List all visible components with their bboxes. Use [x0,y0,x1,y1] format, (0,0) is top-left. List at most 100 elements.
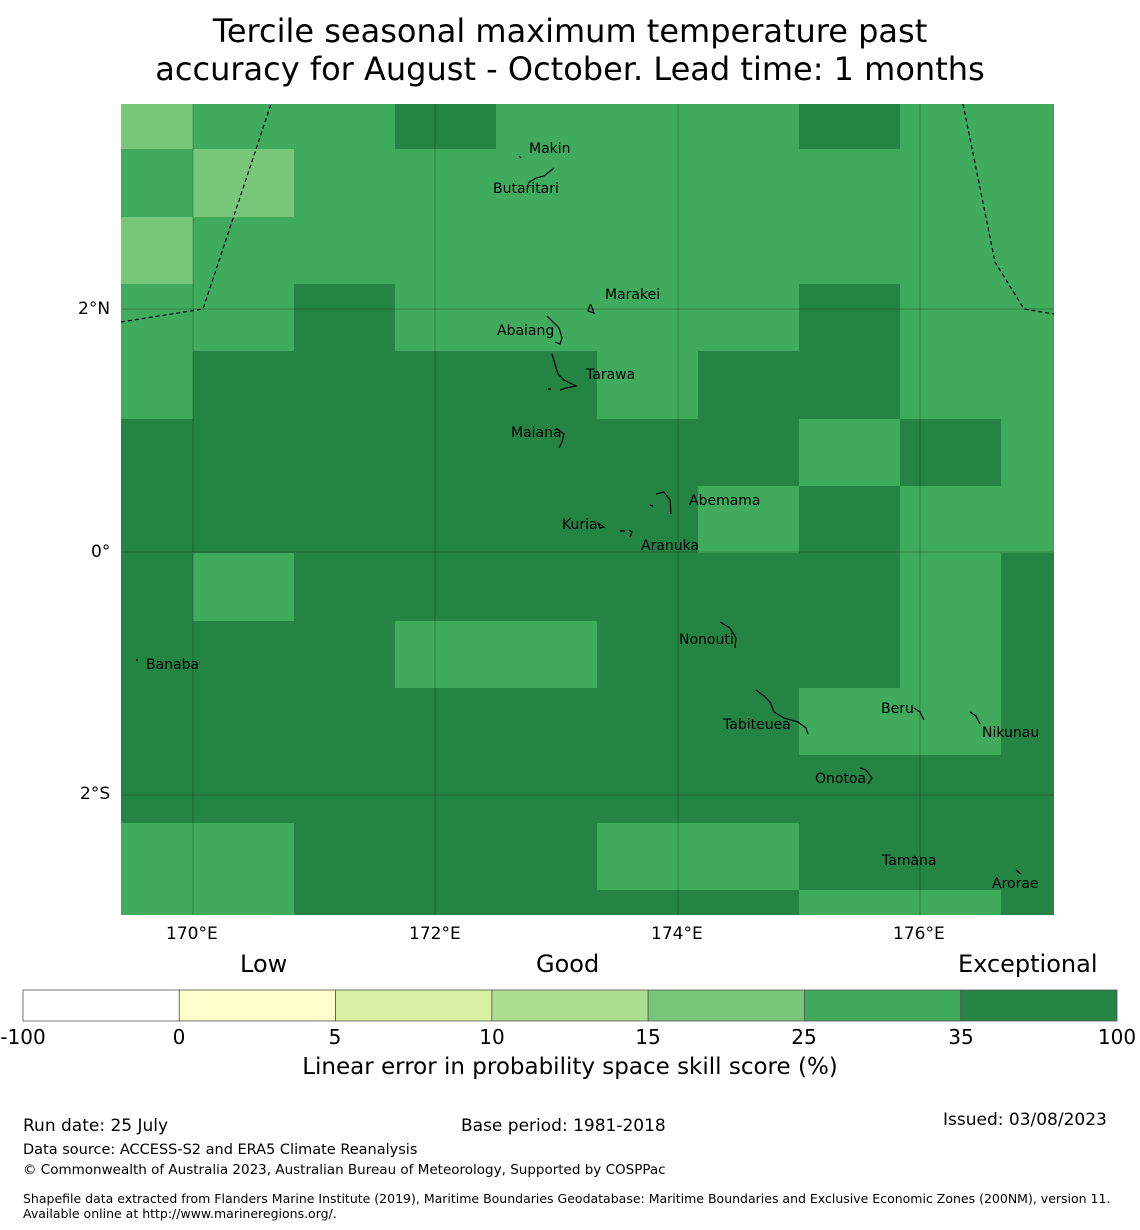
colorbar-segment [335,989,493,1022]
grid-cell [597,149,698,217]
island-label-banaba: Banaba [146,657,200,673]
colorbar-label: Linear error in probability space skill … [302,1054,838,1080]
island-label-nikunau: Nikunau [982,725,1040,741]
grid-cell [395,823,496,890]
colorbar-tick: 5 [328,1025,342,1049]
grid-cell [193,553,294,621]
grid-cell [294,104,395,149]
maiana-outline [555,427,565,449]
grid-cell [597,104,698,149]
grid-cell [294,351,395,419]
grid-cell [799,755,900,823]
grid-cell [193,486,294,553]
grid-cell [294,149,395,217]
grid-cell [193,621,294,688]
grid-cell [193,823,294,890]
abaiang-outline [546,315,563,345]
grid-cell [121,351,193,419]
island-label-tarawa: Tarawa [586,367,636,383]
grid-cell [193,890,294,915]
grid-cell [496,217,597,284]
grid-cell [294,217,395,284]
grid-cell [597,823,698,890]
grid-cell [496,823,597,890]
graticule [121,104,1054,915]
grid-cell [698,688,799,755]
aranuka-outline [620,529,633,538]
grid-cell [799,284,900,351]
grid-cell [799,688,900,755]
grid-cell [395,351,496,419]
butaritari-outline [527,167,555,187]
grid-cell [121,890,193,915]
grid-cell [1001,149,1054,217]
grid-cell [395,755,496,823]
grid-cell [900,823,1001,890]
grid-cell [900,149,1001,217]
grid-cell [395,284,496,351]
colorbar-segment [647,989,805,1022]
tarawa-outline [548,353,578,391]
grid-cell [193,104,294,149]
grid-cell [597,284,698,351]
grid-cell [496,486,597,553]
grid-cell [121,217,193,284]
grid-cell [496,149,597,217]
grid-cell [395,104,496,149]
grid-cell [1001,688,1054,755]
tabiteuea-outline [755,689,809,735]
grid-cell [597,890,698,915]
nikunau-outline [969,711,981,725]
grid-cell [799,419,900,486]
grid-cell [1001,217,1054,284]
grid-cell [294,284,395,351]
beru-outline [913,707,925,721]
grid-cell [799,621,900,688]
grid-cell [294,419,395,486]
grid-cell [597,553,698,621]
grid-cell [193,755,294,823]
island-label-tamana: Tamana [882,853,937,869]
grid-cell [496,553,597,621]
colorbar [22,989,1118,1022]
grid-cell [900,284,1001,351]
grid-cell [799,553,900,621]
legend-word-good: Good [536,950,600,978]
grid-cell [799,351,900,419]
grid-cell [121,553,193,621]
grid-cell [900,621,1001,688]
grid-cell [294,486,395,553]
map-title-line2: accuracy for August - October. Lead time… [155,50,985,88]
grid-cell [395,890,496,915]
grid-cell [900,104,1001,149]
island-label-maiana: Maiana [511,425,562,441]
colorbar-tick: -100 [0,1025,46,1049]
colorbar-tick: 25 [791,1025,817,1049]
grid-cell [698,217,799,284]
grid-cell [799,890,900,915]
grid-cell [698,284,799,351]
grid-cell [121,149,193,217]
grid-cell [294,621,395,688]
island-label-kuria: Kuria [562,517,598,533]
island-label-abaiang: Abaiang [497,323,555,339]
island-label-arorae: Arorae [992,876,1039,892]
grid-cell [1001,755,1054,823]
grid-cell [597,419,698,486]
grid-cell [799,486,900,553]
grid-cell [597,217,698,284]
island-label-marakei: Marakei [605,287,661,303]
grid-cell [395,553,496,621]
eez-boundary [120,103,1055,323]
grid-cell [121,755,193,823]
island-label-makin: Makin [529,141,571,157]
grid-cell [121,419,193,486]
grid-cell [496,419,597,486]
grid-cell [900,688,1001,755]
grid-cell [900,486,1001,553]
grid-cell [900,755,1001,823]
grid-cell [597,688,698,755]
grid-cell [496,755,597,823]
grid-cell [698,104,799,149]
grid-cell [1001,351,1054,419]
